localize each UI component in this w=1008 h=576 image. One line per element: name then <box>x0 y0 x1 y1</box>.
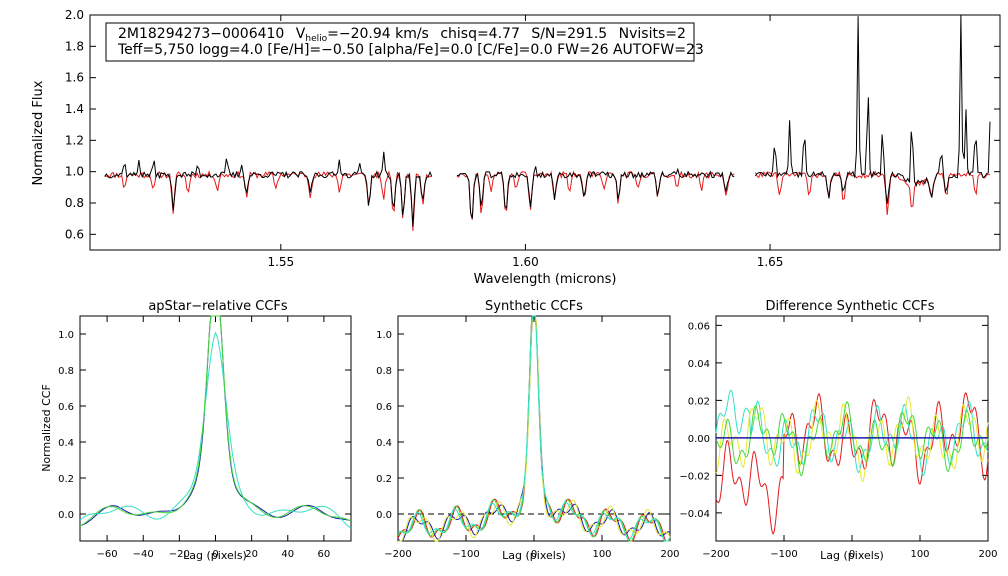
ccf-line-visit 1 <box>79 315 352 527</box>
x-tick-label: −200 <box>702 549 729 560</box>
spectrum-line-model <box>456 170 735 220</box>
y-tick-label: 0.6 <box>65 227 84 241</box>
y-tick-label: 0.04 <box>688 359 710 370</box>
info-star: 2M18294273−0006410 <box>118 26 284 42</box>
ccf-difference-ticks: −200 −100 0 100 200 −0.04 −0.02 0.00 0.02 0.04 0.0… <box>679 316 998 560</box>
y-tick-label: 0.0 <box>376 510 392 521</box>
ccf-synthetic-panel: Synthetic CCFs −200 −100 0 100 200 0.0 0.2 0.4 0… <box>376 299 679 562</box>
x-tick-label: 200 <box>660 549 679 560</box>
ccf-difference-title: Difference Synthetic CCFs <box>765 299 934 314</box>
x-tick-label: 0 <box>212 549 218 560</box>
spectrum-x-label: Wavelength (microns) <box>474 272 617 287</box>
y-tick-label: 1.6 <box>65 71 84 85</box>
info-v-value: =−20.94 km/s <box>327 26 429 42</box>
y-tick-label: 0.06 <box>688 321 710 332</box>
info-chisq: chisq=4.77 <box>440 26 520 42</box>
info-v-prefix: V <box>296 26 306 42</box>
x-tick-label: −100 <box>452 549 479 560</box>
y-tick-label: 1.2 <box>65 133 84 147</box>
x-tick-label: −200 <box>384 549 411 560</box>
ccf-synthetic-x-label: Lag (pixels) <box>502 549 566 562</box>
x-tick-label: −20 <box>169 549 190 560</box>
y-tick-label: 0.4 <box>58 438 74 449</box>
spectrum-line-observed <box>456 166 735 219</box>
y-tick-label: 1.0 <box>65 165 84 179</box>
x-tick-label: 200 <box>978 549 997 560</box>
ccf-line-green <box>397 315 670 542</box>
x-tick-label: 1.55 <box>267 255 294 269</box>
spectrum-lines <box>104 14 991 231</box>
x-tick-label: 1.65 <box>757 255 784 269</box>
info-line-2: Teff=5,750 logg=4.0 [Fe/H]=−0.50 [alpha/… <box>117 42 704 58</box>
y-tick-label: 1.0 <box>58 330 74 341</box>
ccf-synthetic-ticks: −200 −100 0 100 200 0.0 0.2 0.4 0.6 0.8 1.0 <box>376 316 680 560</box>
spectrum-panel: 1.55 1.60 1.65 0.6 0.8 1.0 1.2 1.4 1.6 1.8 2.0 Wav… <box>31 8 1001 287</box>
ccf-apstar-ticks: −60 −40 −20 0 20 40 60 0.0 0.2 0.4 0.6 0.8 1.0 <box>58 316 351 560</box>
ccf-line-visit 2 <box>79 331 352 529</box>
ccf-difference-x-label: Lag (pixels) <box>820 549 884 562</box>
info-snr: S/N=291.5 <box>531 26 607 42</box>
ccf-difference-panel: Difference Synthetic CCFs −200 −100 0 100 20… <box>679 299 997 562</box>
x-tick-label: 40 <box>281 549 294 560</box>
x-tick-label: 60 <box>318 549 331 560</box>
y-tick-label: −0.04 <box>679 509 710 520</box>
x-tick-label: −40 <box>133 549 154 560</box>
x-tick-label: 20 <box>245 549 258 560</box>
ccf-line-red <box>397 315 670 542</box>
ccf-apstar-lines <box>79 315 352 529</box>
x-tick-label: −100 <box>770 549 797 560</box>
ccf-synthetic-title: Synthetic CCFs <box>485 299 583 314</box>
info-box: 2M18294273−0006410 Vhelio=−20.94 km/s ch… <box>105 22 704 62</box>
diff-line-red <box>715 392 989 536</box>
ccf-synthetic-frame <box>397 315 671 542</box>
y-tick-label: 0.2 <box>376 474 392 485</box>
y-tick-label: 2.0 <box>65 8 84 22</box>
ccf-apstar-x-label: Lag (pixels) <box>183 549 247 562</box>
y-tick-label: 0.6 <box>376 402 392 413</box>
spectrum-line-model <box>754 170 991 215</box>
y-tick-label: 0.6 <box>58 402 74 413</box>
ccf-synthetic-lines <box>397 315 671 542</box>
y-tick-label: 1.0 <box>376 330 392 341</box>
x-tick-label: 100 <box>910 549 929 560</box>
ccf-line-yellow <box>398 315 671 542</box>
x-tick-label: 0 <box>531 549 537 560</box>
x-tick-label: −60 <box>97 549 118 560</box>
x-tick-label: 0 <box>849 549 855 560</box>
info-line-1: 2M18294273−0006410 Vhelio=−20.94 km/s ch… <box>118 26 686 44</box>
x-tick-label: 1.60 <box>512 255 539 269</box>
info-v-sub: helio <box>305 34 327 44</box>
y-tick-label: 0.2 <box>58 474 74 485</box>
y-tick-label: 1.4 <box>65 102 84 116</box>
y-tick-label: 1.8 <box>65 39 84 53</box>
y-tick-label: 0.0 <box>58 510 74 521</box>
spectrum-line-observed <box>755 14 991 204</box>
ccf-apstar-title: apStar−relative CCFs <box>148 299 288 314</box>
spectrum-frame <box>89 14 1001 251</box>
spectrum-line-observed <box>104 151 433 227</box>
y-tick-label: 0.8 <box>58 366 74 377</box>
spectrum-ticks: 1.55 1.60 1.65 0.6 0.8 1.0 1.2 1.4 1.6 1.8 2.0 <box>65 8 1000 269</box>
info-box-frame <box>105 22 695 62</box>
ccf-line-cyan <box>397 315 671 542</box>
spectrum-y-label: Normalized Flux <box>31 80 46 185</box>
y-tick-label: 0.02 <box>688 396 710 407</box>
ccf-line-combined <box>79 315 352 527</box>
y-tick-label: 0.8 <box>65 196 84 210</box>
x-tick-label: 100 <box>592 549 611 560</box>
spectrum-line-model <box>104 170 432 231</box>
y-tick-label: 0.00 <box>688 434 710 445</box>
y-tick-label: 0.8 <box>376 366 392 377</box>
y-tick-label: −0.02 <box>679 471 710 482</box>
ccf-difference-lines <box>715 389 989 536</box>
ccf-apstar-panel: apStar−relative CCFs −60 −40 −20 0 20 40 60 0.0… <box>40 299 352 562</box>
info-nvisits: Nvisits=2 <box>619 26 686 42</box>
ccf-line-blue <box>397 315 671 542</box>
ccf-apstar-y-label: Normalized CCF <box>40 384 53 472</box>
y-tick-label: 0.4 <box>376 438 392 449</box>
